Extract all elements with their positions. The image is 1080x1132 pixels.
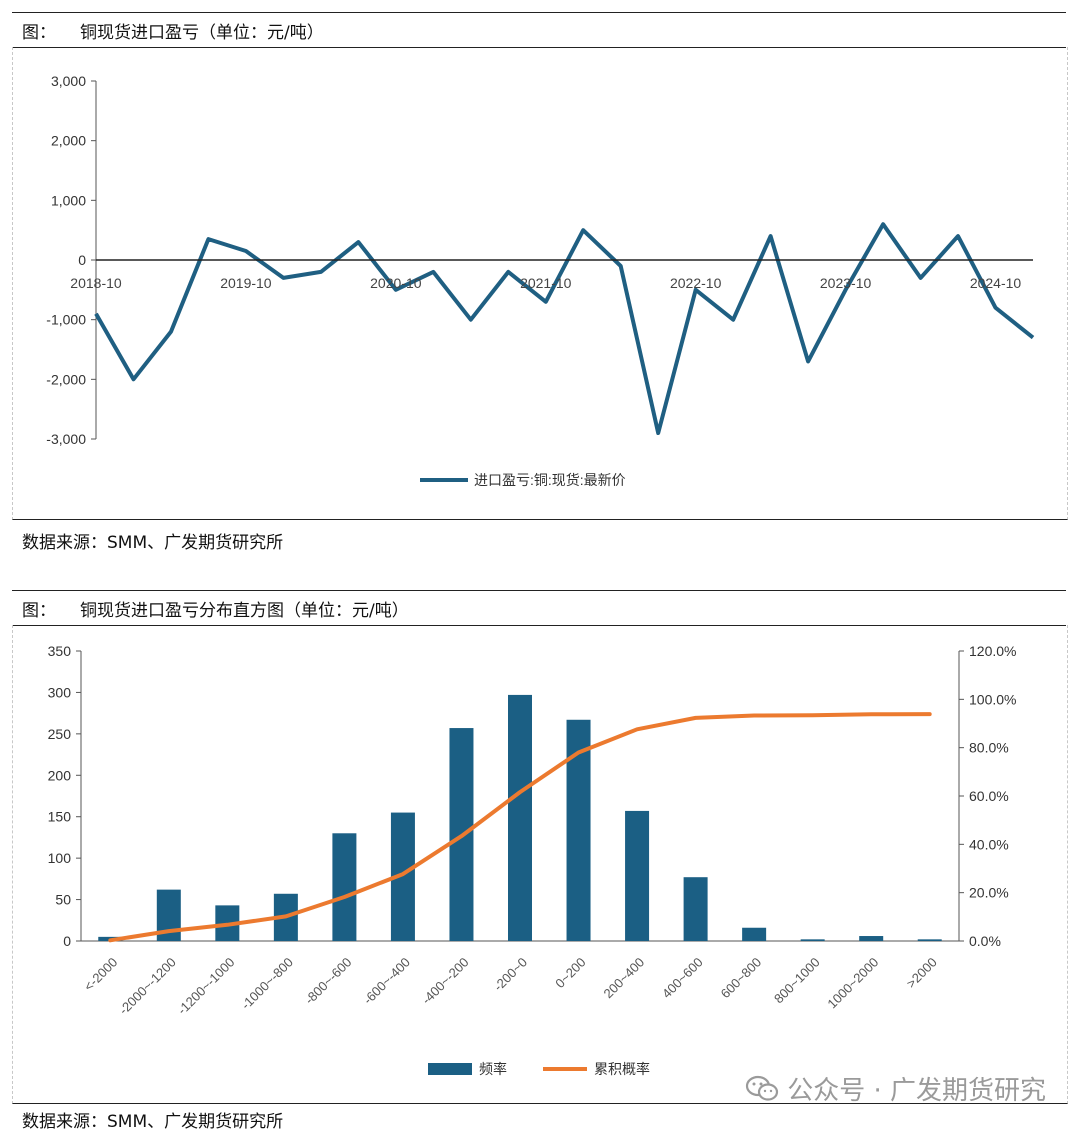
- bar-1000~2000: [859, 936, 884, 941]
- x-tick-label: -1200~-1000: [174, 955, 237, 1018]
- x-tick-label: -200~0: [491, 955, 530, 994]
- y-left-tick-label: 200: [48, 767, 72, 783]
- x-tick-label: -2000~-1200: [116, 955, 179, 1018]
- chart2-title-bar: 图： 铜现货进口盈亏分布直方图（单位：元/吨）: [12, 590, 1066, 626]
- bar-400~600: [683, 877, 708, 941]
- y-tick-label: 1,000: [51, 192, 86, 208]
- y-tick-label: -1,000: [46, 312, 86, 328]
- y-left-tick-label: 150: [48, 809, 72, 825]
- y-right-tick-label: 80.0%: [969, 740, 1009, 756]
- x-tick-label: 2018-10: [70, 275, 122, 291]
- chart1-title-prefix: 图：: [22, 22, 56, 43]
- y-right-tick-label: 20.0%: [969, 885, 1009, 901]
- x-tick-label: -1000~-800: [238, 955, 296, 1013]
- chart2-svg: 350 300 250 200 150 100 50 0 120.0% 100.0% 80.0% 60…: [48, 643, 1017, 1077]
- y-tick-label: -2,000: [46, 371, 86, 387]
- legend-label-frequency: 频率: [479, 1061, 507, 1077]
- x-tick-label: 800~1000: [771, 955, 823, 1007]
- x-tick-label: 2022-10: [670, 275, 722, 291]
- y-tick-label: 3,000: [51, 73, 86, 89]
- y-right-tick-label: 40.0%: [969, 836, 1009, 852]
- chart1-title-bar: 图： 铜现货进口盈亏（单位：元/吨）: [12, 12, 1066, 48]
- x-tick-label: 200~400: [601, 955, 648, 1002]
- bar->2000: [917, 939, 942, 941]
- x-tick-label: 600~800: [718, 955, 765, 1002]
- y-tick-label: 0: [78, 252, 86, 268]
- x-tick-label: 2021-10: [520, 275, 572, 291]
- x-tick-label: 2024-10: [970, 275, 1022, 291]
- y-tick-label: -3,000: [46, 431, 86, 447]
- chart2-area: 350 300 250 200 150 100 50 0 120.0% 100.0% 80.0% 60…: [12, 625, 1068, 1104]
- chart2-title: 铜现货进口盈亏分布直方图（单位：元/吨）: [80, 600, 409, 621]
- y-right-tick-label: 60.0%: [969, 788, 1009, 804]
- watermark: 公众号 · 广发期货研究: [745, 1070, 1046, 1107]
- series-line-cumulative: [108, 712, 932, 943]
- y-left-tick-label: 50: [55, 892, 71, 908]
- y-tick-label: 2,000: [51, 133, 86, 149]
- bar-800~1000: [800, 939, 825, 941]
- y-right-tick-label: 100.0%: [969, 691, 1016, 707]
- chart1-title: 铜现货进口盈亏（单位：元/吨）: [80, 22, 324, 43]
- x-tick-label: 0~200: [552, 955, 588, 991]
- chart1-source: 数据来源：SMM、广发期货研究所: [22, 533, 284, 553]
- bar-200~400: [625, 810, 650, 941]
- y-right-tick-label: 120.0%: [969, 643, 1016, 659]
- x-tick-label: -600~-400: [360, 955, 413, 1008]
- legend-swatch-frequency: [428, 1063, 472, 1075]
- x-tick-label: <-2000: [81, 955, 120, 994]
- bar--200~0: [508, 694, 532, 941]
- x-tick-label: 1000~2000: [824, 955, 881, 1012]
- watermark-text: 公众号 · 广发期货研究: [787, 1076, 1046, 1106]
- chart2-title-prefix: 图：: [22, 600, 56, 621]
- x-tick-label: -400~-200: [419, 955, 472, 1008]
- legend-label-cumulative: 累积概率: [594, 1061, 650, 1077]
- x-tick-label: 2019-10: [220, 275, 272, 291]
- bar-600~800: [742, 927, 767, 941]
- y-left-tick-label: 350: [48, 643, 72, 659]
- y-left-tick-label: 300: [48, 684, 72, 700]
- x-tick-label: >2000: [903, 955, 939, 991]
- chart1-svg: 3,000 2,000 1,000 0 -1,000 -2,000 -3,000 2018-1…: [46, 73, 1035, 488]
- y-left-tick-label: 0: [63, 933, 71, 949]
- series-line-import-pnl: [94, 222, 1035, 435]
- y-left-tick-label: 100: [48, 850, 72, 866]
- y-right-tick-label: 0.0%: [969, 933, 1001, 949]
- x-tick-label: -800~-600: [302, 955, 355, 1008]
- wechat-icon: [746, 1075, 779, 1101]
- chart1-area: 3,000 2,000 1,000 0 -1,000 -2,000 -3,000 2018-1…: [12, 47, 1068, 520]
- legend-label-import-pnl: 进口盈亏:铜:现货:最新价: [474, 472, 626, 488]
- x-tick-label: 400~600: [659, 955, 706, 1002]
- x-tick-label: 2023-10: [820, 275, 872, 291]
- y-left-tick-label: 250: [48, 726, 72, 742]
- chart2-source: 数据来源：SMM、广发期货研究所: [22, 1112, 284, 1132]
- x-tick-label: 2020-10: [370, 275, 422, 291]
- bar--800~-600: [332, 833, 357, 941]
